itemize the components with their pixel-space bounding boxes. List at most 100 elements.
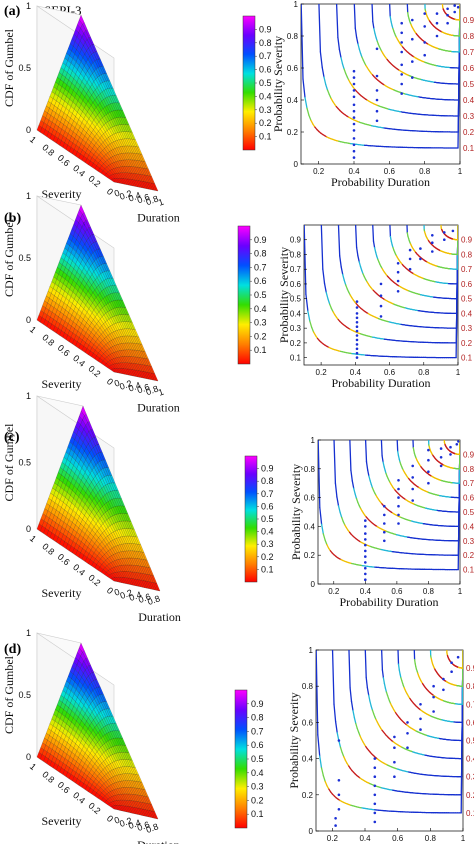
contour-segment	[337, 36, 341, 51]
observation-point	[400, 21, 404, 25]
colorbar-tick-label: 0.3	[254, 318, 267, 328]
observation-point	[431, 250, 434, 253]
panel-c: (c)SEPI-300.20.40.60.810.80.60.40.2000.5…	[2, 391, 474, 624]
observation-point	[352, 82, 356, 86]
y-axis-label: Severity	[42, 377, 82, 391]
contour-level-label: 0.4	[463, 96, 474, 105]
observation-point	[364, 561, 367, 564]
cdf-tick-label: 0	[26, 524, 31, 534]
contour-segment	[322, 533, 326, 541]
duration-tick-label: 0.8	[145, 821, 160, 835]
observation-point	[435, 21, 439, 25]
y-axis-label: Probability Severity	[289, 464, 303, 560]
observation-point	[397, 479, 400, 482]
observation-point	[352, 143, 356, 147]
colorbar-tick-label: 0.3	[251, 782, 264, 792]
duration-tick-label: 0	[113, 378, 121, 389]
contour-plot: 0.10.20.30.40.50.60.70.80.90.20.40.60.81…	[287, 646, 474, 844]
colorbar: 0.9 0.8 0.7 0.6 0.5 0.4 0.3 0.2 0.1	[244, 455, 274, 583]
observation-point	[375, 47, 379, 51]
cdf-tick-label: 0.5	[18, 63, 31, 73]
colorbar-tick-label: 0.2	[261, 552, 274, 562]
duration-tick-label: 0.6	[136, 382, 151, 396]
duration-tick-label: 0.6	[136, 192, 151, 206]
colorbar-tick-label: 0.4	[251, 768, 264, 778]
contour-lines	[301, 4, 460, 149]
y-tick-label: 0.5	[290, 295, 302, 304]
y-tick-label: 0	[294, 160, 299, 169]
contour-segment	[325, 83, 329, 91]
severity-tick-label: 1	[28, 134, 38, 145]
observation-point	[379, 282, 383, 286]
y-tick-label: 0.9	[290, 236, 302, 245]
observation-point	[423, 25, 427, 28]
colorbar-tick-label: 0.6	[251, 740, 264, 750]
contour-level-label: 0.2	[461, 339, 473, 348]
contour-segment	[301, 4, 304, 80]
contour-segment	[337, 225, 341, 257]
x-tick-label: 0.2	[313, 167, 325, 176]
cdf-tick-label: 0.5	[18, 253, 31, 263]
contour-segment	[339, 511, 343, 519]
contour-segment	[367, 469, 370, 477]
contour-segment	[357, 255, 360, 263]
observation-point	[383, 513, 386, 517]
contour-segment	[340, 56, 344, 65]
observation-point	[352, 156, 356, 159]
contour-segment	[326, 89, 330, 96]
x-axis-label: Probability Duration	[332, 376, 431, 390]
observation-point	[375, 98, 379, 102]
observation-point	[355, 329, 359, 333]
contour-segment	[389, 235, 392, 242]
observation-point	[408, 248, 412, 252]
observation-point	[419, 257, 422, 261]
y-axis-label: Probability Severity	[277, 247, 291, 343]
observation-point	[411, 60, 414, 63]
colorbar-tick-label: 0.8	[251, 713, 264, 723]
contour-segment	[365, 461, 369, 471]
contour-level-label: 0.8	[461, 250, 473, 259]
contour-segment	[342, 273, 345, 281]
contour-segment	[374, 32, 377, 39]
observation-point	[352, 149, 356, 153]
observation-point	[352, 116, 356, 119]
surface-cell	[36, 125, 43, 133]
observation-point	[383, 504, 386, 508]
x-axis-label: Duration	[137, 838, 180, 844]
contour-segment	[341, 516, 344, 523]
z-axis-label: CDF of Gumbel	[2, 218, 16, 297]
colorbar-tick-label: 0.7	[261, 489, 274, 499]
observation-point	[364, 525, 367, 528]
observation-point	[443, 238, 446, 241]
duration-tick-label: 0.2	[118, 188, 133, 202]
observation-point	[400, 31, 404, 35]
contour-segment	[312, 331, 317, 337]
x-tick-label: 0.8	[419, 167, 431, 176]
colorbar-tick-label: 0.9	[261, 464, 274, 474]
observation-point	[364, 555, 367, 558]
contour-segment	[372, 240, 376, 249]
observation-point	[419, 247, 422, 250]
contour-segment	[338, 740, 342, 748]
x-tick-label: 0.2	[316, 368, 328, 377]
contour-lines	[304, 225, 458, 359]
contour-segment	[338, 48, 342, 59]
y-tick-label: 0.4	[290, 309, 302, 318]
x-axis-label: Duration	[137, 210, 180, 224]
contour-segment	[337, 505, 341, 513]
contour-segment	[355, 36, 359, 45]
contour-segment	[302, 78, 306, 99]
contour-level-label: 0.2	[463, 128, 474, 137]
surface-mesh	[36, 642, 159, 820]
colorbar-tick-label: 0.1	[259, 132, 272, 142]
colorbar-tick-label: 0.1	[254, 345, 267, 355]
contour-level-label: 0.4	[461, 309, 473, 318]
contour-level-label: 0.7	[461, 265, 473, 274]
x-tick-label: 0.8	[423, 587, 435, 596]
observation-point	[355, 321, 359, 324]
duration-tick-label: 0	[113, 587, 121, 598]
observation-point	[364, 572, 367, 576]
observation-point	[355, 347, 359, 351]
contour-level-label: 0.7	[463, 48, 474, 57]
